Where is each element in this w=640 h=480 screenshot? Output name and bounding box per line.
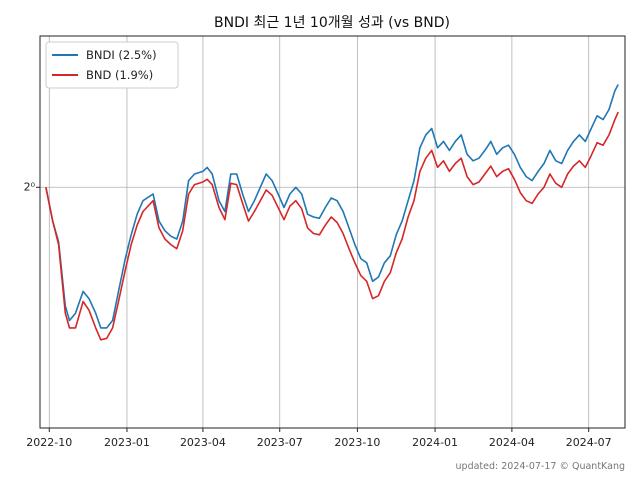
x-tick-label: 2023-07 [257, 436, 303, 449]
x-tick-label: 2023-01 [104, 436, 150, 449]
y-axis: 2⁰ [24, 180, 40, 193]
y-tick-label: 2⁰ [24, 180, 36, 193]
plot-frame [39, 35, 626, 429]
legend: BNDI (2.5%) BND (1.9%) [45, 41, 179, 89]
chart-title: BNDI 최근 1년 10개월 성과 (vs BND) [214, 15, 450, 31]
x-tick-label: 2023-04 [180, 436, 226, 449]
legend-label-bnd: BND (1.9%) [86, 68, 153, 82]
x-tick-label: 2022-10 [26, 436, 72, 449]
x-tick-label: 2024-04 [489, 436, 535, 449]
x-tick-label: 2023-10 [334, 436, 380, 449]
legend-label-bndi: BNDI (2.5%) [86, 48, 157, 62]
x-tick-label: 2024-01 [412, 436, 458, 449]
series-line-bnd [45, 111, 619, 341]
x-axis: 2022-10 2023-01 2023-04 2023-07 2023-10 2024-… [26, 428, 612, 449]
series-line-bndi [45, 84, 619, 329]
grid [40, 36, 625, 428]
footer-note: updated: 2024-07-17 © QuantKang [456, 461, 625, 472]
x-tick-label: 2024-07 [566, 436, 612, 449]
series-lines [45, 84, 619, 341]
legend-box [45, 41, 179, 89]
